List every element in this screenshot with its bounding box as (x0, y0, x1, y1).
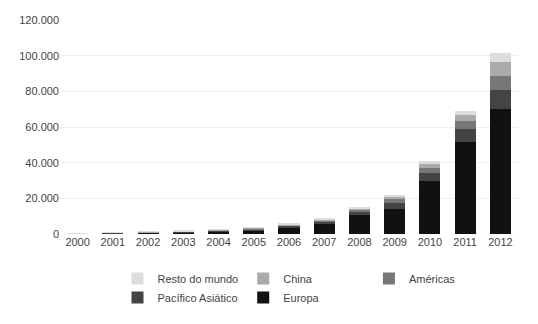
svg-text:2000: 2000 (65, 236, 89, 248)
svg-text:100.000: 100.000 (19, 50, 59, 62)
svg-text:0: 0 (53, 228, 59, 240)
svg-text:Pacífico Asiático: Pacífico Asiático (158, 292, 238, 304)
svg-text:40.000: 40.000 (25, 157, 59, 169)
svg-text:2010: 2010 (418, 236, 442, 248)
svg-text:2011: 2011 (453, 236, 477, 248)
svg-text:Europa: Europa (283, 292, 319, 304)
svg-text:Resto do mundo: Resto do mundo (158, 273, 239, 285)
svg-text:2004: 2004 (206, 236, 230, 248)
svg-text:60.000: 60.000 (25, 121, 59, 133)
svg-text:2009: 2009 (382, 236, 406, 248)
svg-text:2007: 2007 (312, 236, 336, 248)
svg-text:2006: 2006 (277, 236, 301, 248)
svg-text:China: China (283, 273, 313, 285)
svg-text:2008: 2008 (347, 236, 371, 248)
svg-text:80.000: 80.000 (25, 85, 59, 97)
svg-text:20.000: 20.000 (25, 192, 59, 204)
svg-text:120.000: 120.000 (19, 14, 59, 26)
svg-text:2001: 2001 (101, 236, 125, 248)
svg-text:2002: 2002 (136, 236, 160, 248)
svg-text:2005: 2005 (242, 236, 266, 248)
svg-text:Américas: Américas (409, 273, 455, 285)
svg-text:2012: 2012 (488, 236, 512, 248)
svg-text:2003: 2003 (171, 236, 195, 248)
